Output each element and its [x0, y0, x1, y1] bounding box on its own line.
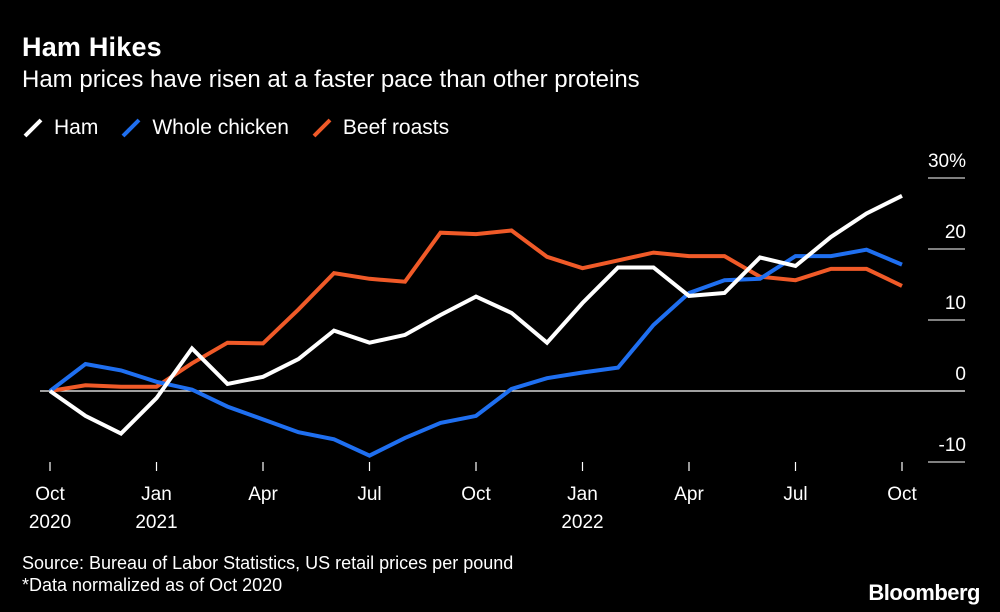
source-note: Source: Bureau of Labor Statistics, US r… — [22, 552, 513, 596]
x-tick-label: Jan — [567, 484, 598, 505]
source-line: Source: Bureau of Labor Statistics, US r… — [22, 553, 514, 573]
legend-swatch-beef-roasts — [311, 117, 333, 139]
series-line-ham — [48, 194, 903, 437]
legend-label-beef-roasts: Beef roasts — [342, 116, 450, 139]
bloomberg-logo: Bloomberg — [868, 580, 980, 605]
y-tick-label: 0 — [955, 364, 966, 385]
chart-title: Ham Hikes — [22, 32, 162, 62]
legend-item-whole-chicken: Whole chicken — [120, 116, 289, 140]
x-tick-label: Apr — [674, 484, 704, 505]
series-line-whole-chicken — [48, 247, 903, 458]
x-tick-label: Jul — [783, 484, 807, 505]
legend-swatch-whole-chicken — [120, 117, 142, 139]
legend-swatch-ham — [22, 117, 44, 139]
y-tick-label: 30% — [928, 151, 966, 172]
y-tick-label: 20 — [945, 222, 966, 243]
x-tick-year-label: 2021 — [135, 512, 177, 533]
normalization-note: *Data normalized as of Oct 2020 — [22, 575, 283, 595]
x-tick-label: Jan — [141, 484, 172, 505]
legend-item-beef-roasts: Beef roasts — [311, 116, 449, 140]
x-tick-year-label: 2020 — [29, 512, 71, 533]
x-tick-label: Jul — [357, 484, 381, 505]
legend-label-whole-chicken: Whole chicken — [152, 116, 289, 139]
x-tick-year-label: 2022 — [561, 512, 603, 533]
legend: Ham Whole chicken Beef roasts — [22, 116, 449, 140]
x-tick-label: Oct — [35, 484, 65, 505]
x-tick-label: Oct — [887, 484, 917, 505]
legend-item-ham: Ham — [22, 116, 98, 140]
y-tick-label: 10 — [945, 293, 966, 314]
x-tick-label: Oct — [461, 484, 491, 505]
x-tick-label: Apr — [248, 484, 278, 505]
y-tick-label: -10 — [939, 435, 966, 456]
legend-label-ham: Ham — [54, 116, 99, 139]
chart-subtitle: Ham prices have risen at a faster pace t… — [22, 66, 640, 93]
